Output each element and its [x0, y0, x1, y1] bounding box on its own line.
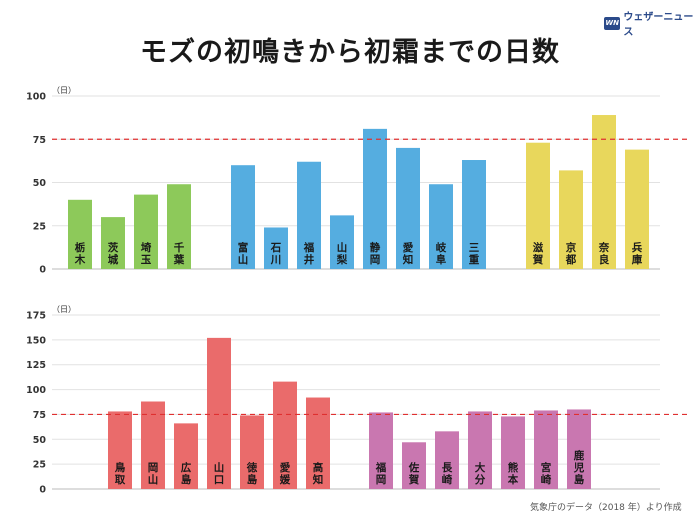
- category-label: 栃木: [74, 241, 86, 266]
- bar: [101, 217, 125, 269]
- y-tick-label: 0: [39, 265, 46, 276]
- category-label: 静岡: [370, 241, 381, 266]
- category-label: 長崎: [442, 462, 453, 486]
- category-label: 兵庫: [632, 241, 643, 266]
- bar: [462, 160, 486, 269]
- bar: [330, 215, 354, 269]
- category-label: 佐賀: [408, 461, 420, 486]
- category-label: 広島: [181, 461, 192, 486]
- category-label: 愛知: [403, 241, 414, 266]
- y-tick-label: 75: [33, 135, 46, 146]
- bar: [534, 410, 558, 489]
- y-tick-label: 75: [33, 410, 46, 421]
- category-label: 福井: [303, 241, 315, 266]
- bar: [501, 416, 525, 489]
- bar: [207, 337, 231, 489]
- bar: [141, 401, 165, 489]
- y-tick-label: 175: [26, 311, 46, 322]
- category-label: 熊本: [508, 461, 519, 486]
- category-label: 宮崎: [541, 461, 552, 486]
- bar: [468, 411, 492, 489]
- source-note: 気象庁のデータ（2018 年）より作成: [530, 503, 682, 513]
- bar: [134, 194, 158, 269]
- category-label: 埼玉: [141, 241, 152, 266]
- category-label: 富山: [238, 241, 249, 266]
- bar: [396, 147, 420, 269]
- bar: [559, 170, 583, 269]
- bar: [567, 409, 591, 489]
- y-tick-label: 125: [26, 360, 46, 371]
- category-label: 茨城: [108, 241, 119, 266]
- bar: [240, 415, 264, 489]
- category-label: 大分: [475, 461, 486, 486]
- bar: [369, 412, 393, 489]
- y-axis-label: （日）: [52, 86, 76, 95]
- bar: [108, 411, 132, 489]
- bar: [625, 149, 649, 269]
- bar: [429, 184, 453, 269]
- y-tick-label: 0: [39, 485, 46, 496]
- category-label: 三重: [469, 242, 480, 266]
- y-tick-label: 50: [33, 435, 47, 446]
- bar: [297, 161, 321, 269]
- y-axis-label: （日）: [52, 305, 76, 314]
- brand-mark: WN: [604, 16, 621, 30]
- bar: [273, 381, 297, 489]
- category-label: 山口: [214, 461, 225, 486]
- category-label: 徳島: [246, 461, 258, 486]
- category-label: 岡山: [148, 462, 159, 486]
- category-label: 滋賀: [532, 241, 544, 266]
- bar: [167, 184, 191, 269]
- category-label: 奈良: [598, 241, 610, 266]
- bar: [264, 227, 288, 269]
- bar: [306, 397, 330, 489]
- bar: [231, 165, 255, 269]
- category-label: 千葉: [173, 241, 185, 266]
- bar: [526, 142, 550, 269]
- category-label: 鳥取: [115, 461, 126, 486]
- category-label: 高知: [313, 461, 324, 486]
- category-label: 愛媛: [279, 461, 291, 486]
- bar: [592, 115, 616, 269]
- y-tick-label: 50: [33, 178, 47, 189]
- bar: [363, 128, 387, 269]
- category-label: 福岡: [375, 461, 387, 486]
- bar: [174, 423, 198, 489]
- y-tick-label: 100: [26, 385, 46, 396]
- y-tick-label: 150: [26, 335, 46, 346]
- bar: [402, 442, 426, 489]
- category-label: 岐阜: [436, 241, 447, 266]
- category-label: 鹿児島: [573, 449, 585, 486]
- category-label: 京都: [565, 241, 577, 266]
- brand-logo: WN ウェザーニュース: [604, 8, 700, 38]
- y-tick-label: 100: [26, 92, 46, 103]
- brand-name: ウェザーニュース: [623, 12, 694, 38]
- page-title: モズの初鳴きから初霜までの日数: [140, 37, 560, 68]
- category-label: 石川: [270, 242, 282, 266]
- category-label: 山梨: [336, 241, 348, 266]
- bar: [435, 431, 459, 489]
- bar: [68, 199, 92, 269]
- y-tick-label: 25: [33, 221, 46, 232]
- y-tick-label: 25: [33, 460, 46, 471]
